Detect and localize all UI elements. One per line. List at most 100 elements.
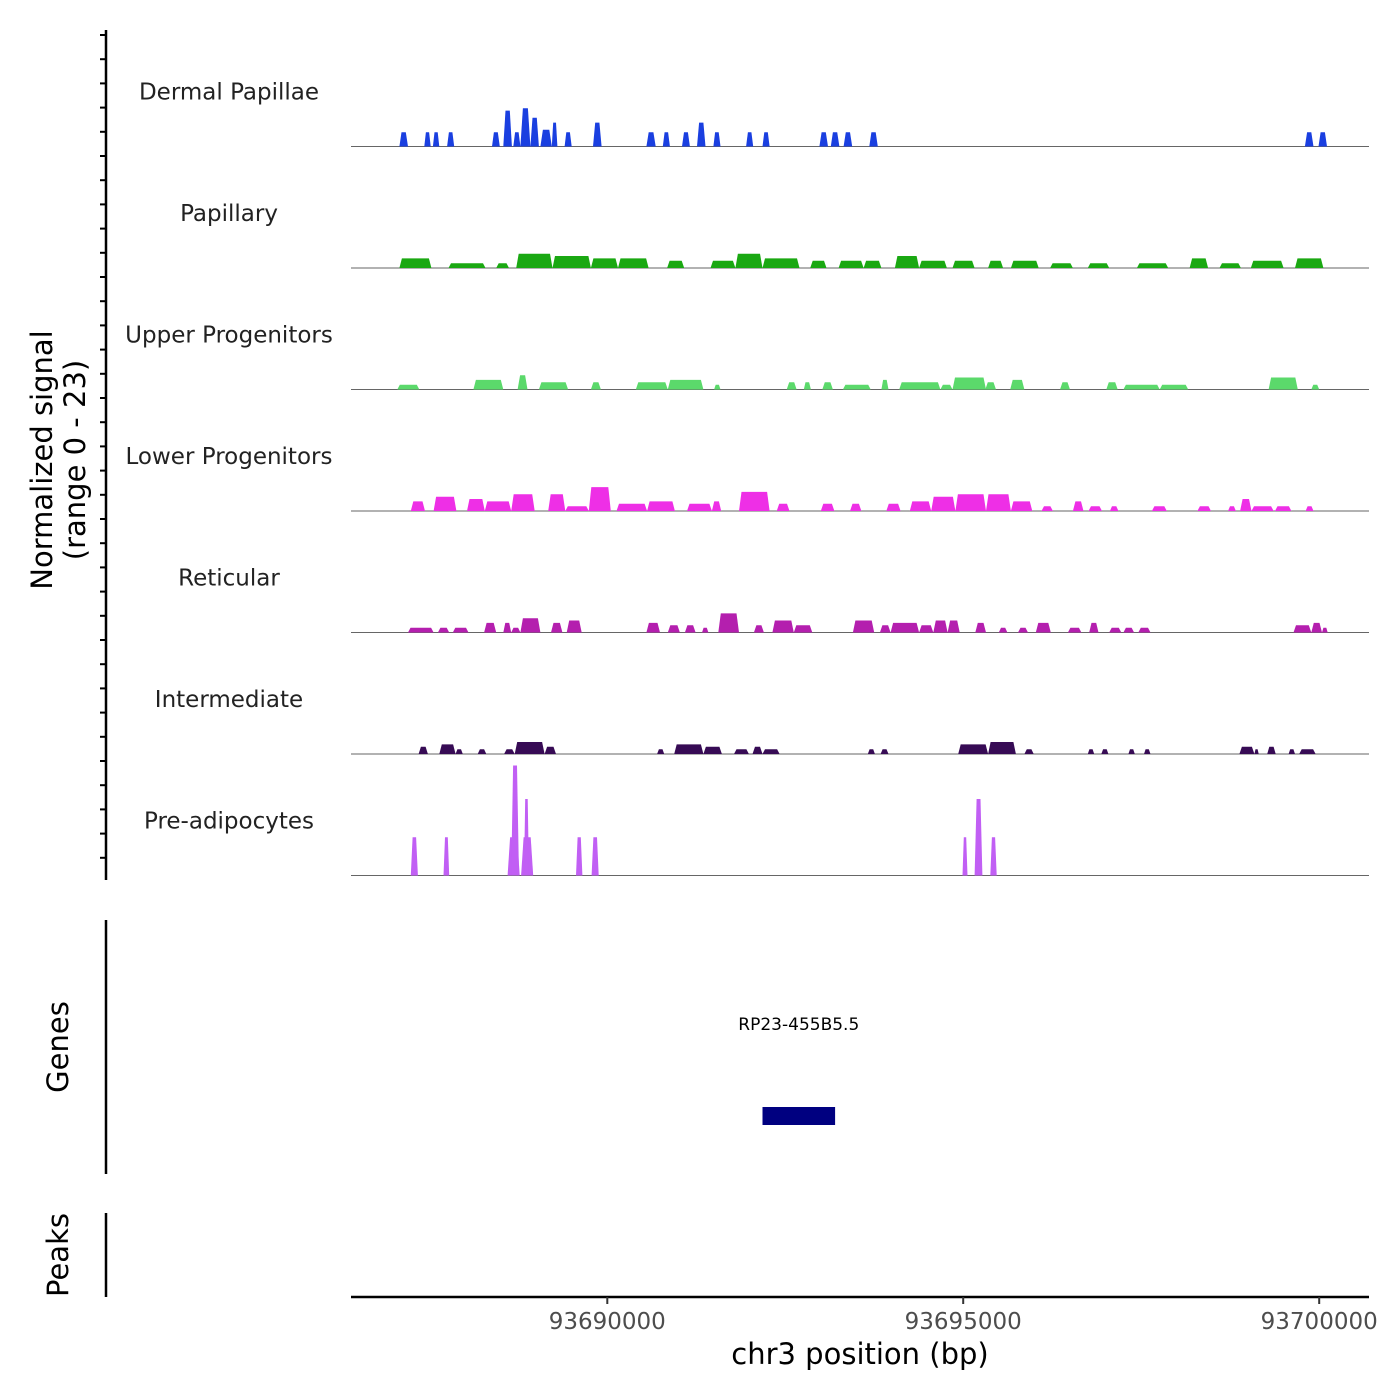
signal-peak — [772, 620, 794, 633]
signal-peak — [850, 503, 862, 511]
signal-peak — [863, 260, 882, 268]
signal-peak — [776, 503, 790, 511]
signal-peak — [1219, 263, 1241, 268]
signal-peak — [1018, 627, 1028, 633]
signal-peak — [662, 132, 670, 147]
signal-peak — [867, 749, 875, 754]
signal-peak — [496, 263, 509, 268]
signal-peak — [1035, 622, 1051, 633]
signal-peak — [551, 622, 563, 633]
track-label: Intermediate — [155, 687, 303, 713]
signal-peak — [1087, 749, 1095, 754]
signal-peak — [467, 499, 485, 511]
signal-peak — [1254, 749, 1259, 754]
signal-peak — [576, 837, 583, 876]
signal-peak — [890, 622, 920, 633]
signal-peak — [1239, 746, 1255, 754]
signal-peak — [590, 258, 618, 268]
genes-axis-title: Genes — [41, 1001, 75, 1093]
signal-peak — [1240, 499, 1252, 511]
signal-peak — [820, 503, 835, 511]
signal-peak — [588, 487, 611, 511]
signal-peak — [842, 384, 871, 390]
signal-peak — [810, 260, 827, 268]
track-label: Upper Progenitors — [125, 323, 333, 349]
signal-peak — [909, 501, 932, 511]
track-label: Reticular — [178, 566, 280, 592]
signal-peak — [746, 132, 754, 147]
signal-peak — [962, 837, 968, 876]
signal-peak — [1268, 377, 1298, 390]
signal-peak — [511, 494, 535, 511]
signal-peak — [919, 260, 947, 268]
signal-peak — [1318, 132, 1327, 147]
signal-peak — [838, 260, 864, 268]
signal-peak — [447, 132, 455, 147]
signal-peak — [703, 746, 722, 754]
signal-peak — [933, 620, 948, 633]
gene-annotation-track: RP23-455B5.5 — [738, 1015, 859, 1125]
signal-peak — [1128, 749, 1135, 754]
signal-peak — [399, 258, 432, 268]
signal-peak — [616, 503, 648, 511]
signal-peak — [443, 837, 450, 876]
signal-peak — [684, 625, 696, 633]
signal-peak — [516, 253, 553, 268]
signal-peak — [503, 622, 512, 633]
signal-peak — [439, 744, 456, 754]
signal-peak — [762, 258, 800, 268]
signal-peak — [477, 749, 487, 754]
signal-peak — [538, 382, 569, 390]
signal-peak — [988, 742, 1016, 754]
signal-peak — [544, 746, 556, 754]
signal-peak — [739, 491, 770, 511]
signal-peak — [437, 627, 450, 633]
signal-y-axis — [100, 30, 108, 880]
x-axis-ticks: 93690000 93695000 93700000 — [549, 1297, 1378, 1335]
signal-peak — [552, 256, 591, 268]
track-lower-progenitors: Lower Progenitors — [126, 444, 1369, 512]
signal-peak — [786, 382, 797, 390]
signal-peak — [881, 379, 889, 390]
x-tick-label: 93690000 — [549, 1309, 666, 1335]
signal-peak — [879, 625, 891, 633]
signal-peak — [1144, 749, 1151, 754]
signal-peak — [1267, 746, 1276, 754]
signal-peak — [702, 627, 709, 633]
signal-axis-title: Normalized signal — [25, 330, 59, 589]
signal-peak — [424, 132, 431, 147]
signal-peak — [667, 625, 680, 633]
gene-body — [762, 1107, 836, 1125]
signal-peak — [473, 379, 504, 390]
signal-peak — [646, 132, 656, 147]
signal-peak — [667, 379, 704, 390]
signal-peak — [524, 799, 529, 876]
coverage-tracks: Dermal Papillae Papillary Upper Progenitor… — [125, 80, 1369, 876]
signal-peak — [998, 627, 1008, 633]
signal-peak — [593, 122, 602, 147]
signal-peak — [710, 260, 736, 268]
signal-peak — [1138, 627, 1151, 633]
signal-peak — [990, 837, 997, 876]
signal-peak — [646, 622, 660, 633]
signal-peak — [455, 749, 463, 754]
signal-peak — [1010, 260, 1039, 268]
signal-peak — [718, 613, 739, 633]
signal-peak — [1123, 627, 1135, 633]
track-label: Lower Progenitors — [126, 444, 333, 470]
signal-peak — [919, 625, 934, 633]
signal-peak — [714, 384, 721, 390]
signal-peak — [880, 749, 889, 754]
signal-peak — [1067, 627, 1082, 633]
signal-peak — [410, 501, 425, 511]
signal-peak — [565, 506, 589, 511]
signal-peak — [657, 749, 665, 754]
signal-peak — [852, 620, 875, 633]
signal-peak — [687, 503, 712, 511]
track-papillary: Papillary — [180, 201, 1369, 269]
signal-peak — [886, 503, 901, 511]
signal-peak — [1024, 749, 1034, 754]
signal-peak — [1060, 382, 1070, 390]
signal-peak — [1322, 627, 1328, 633]
signal-peak — [1293, 625, 1312, 633]
